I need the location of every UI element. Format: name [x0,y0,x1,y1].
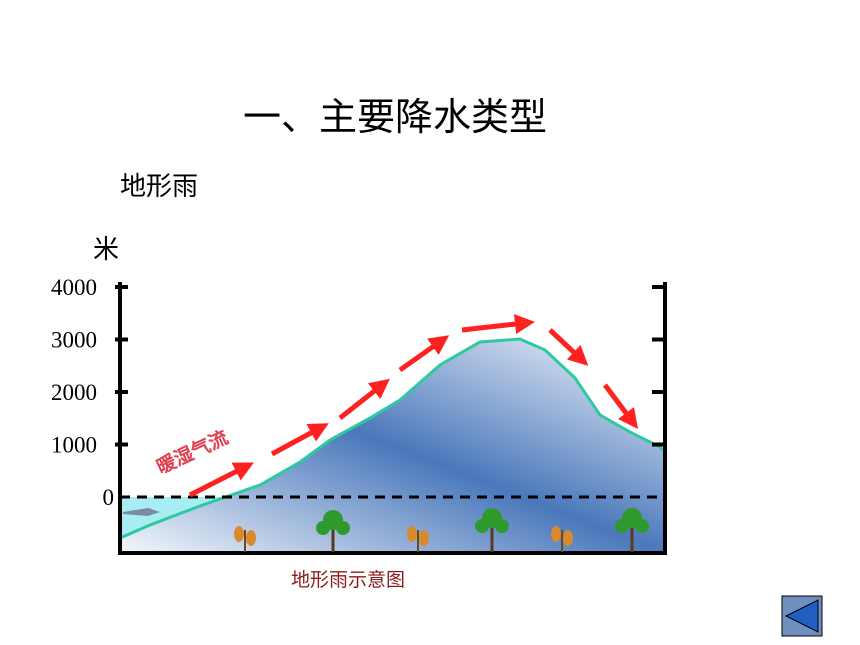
back-button[interactable] [781,595,823,637]
y-tick-label: 0 [103,485,115,510]
axis-unit: 米 [93,235,119,265]
arrow [398,335,450,373]
y-tick-label: 3000 [51,328,97,353]
title: 一、主要降水类型 [243,95,547,139]
arrow [338,378,390,420]
fish [123,508,160,516]
arrow [270,423,329,457]
arrow [603,383,638,429]
back-button-icon[interactable] [784,599,819,633]
subtitle: 地形雨 [120,172,198,202]
arrow [188,462,254,498]
caption: 地形雨示意图 [291,569,405,591]
y-tick-label: 4000 [51,275,97,300]
air-flow [188,314,638,498]
y-tick-label: 1000 [51,433,97,458]
arrow [548,328,589,366]
air-label: 暖湿气流 [153,426,232,479]
plants [234,508,649,552]
y-tick-label: 2000 [51,380,97,405]
arrow [461,314,535,335]
